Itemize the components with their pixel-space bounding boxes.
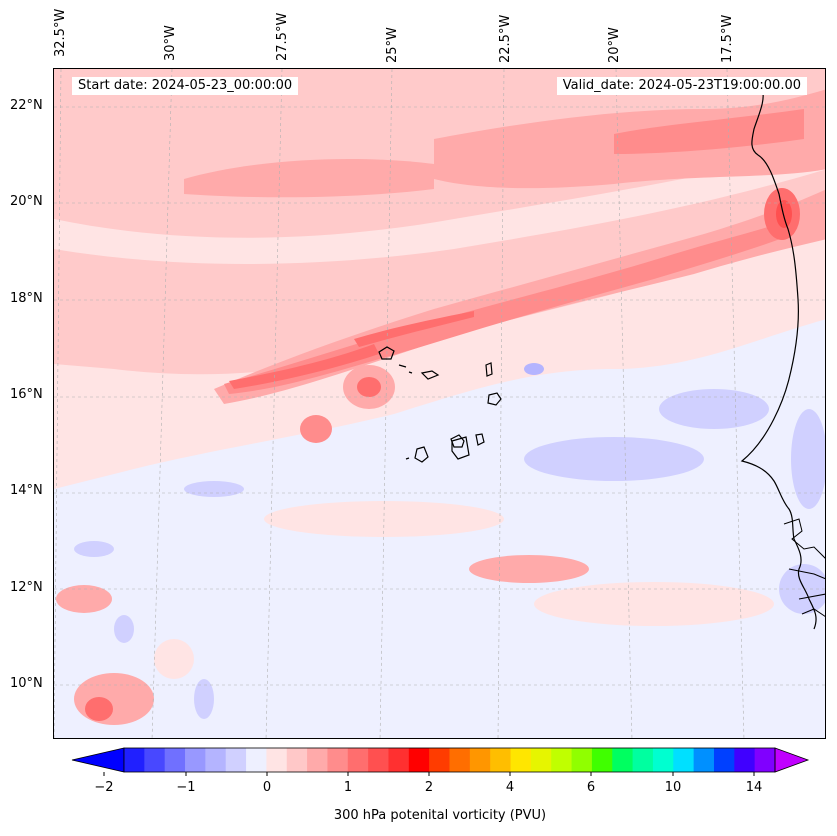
colorbar-tick-6: 6 <box>586 780 596 795</box>
start-date-label: Start date: 2024-05-23_00:00:00 <box>72 77 299 95</box>
colorbar-cell <box>368 748 389 772</box>
lat-label-10n: 10°N <box>10 676 43 691</box>
neg-pv-8 <box>194 679 214 719</box>
colorbar-cell <box>530 748 552 772</box>
lat-label-20n: 20°N <box>10 194 43 209</box>
pv-blob-5-core <box>85 697 113 721</box>
cape-verde-islands <box>378 346 502 463</box>
colorbar-cell <box>469 748 491 772</box>
colorbar-tick-14: 14 <box>745 780 763 795</box>
pv-blob-5 <box>74 673 154 725</box>
colorbar <box>71 747 810 776</box>
colorbar-tick-neg2: −2 <box>94 780 114 795</box>
colorbar-cell <box>205 748 227 772</box>
colorbar-cell <box>347 748 369 772</box>
colorbar-cell <box>591 748 613 772</box>
colorbar-cell <box>612 748 634 772</box>
colorbar-cell <box>429 748 450 772</box>
lon-label-30w: 30°W <box>163 25 178 61</box>
colorbar-cell <box>510 748 532 772</box>
field-light-streak <box>54 149 825 264</box>
colorbar-border <box>123 747 776 773</box>
neg-pv-5 <box>184 481 244 497</box>
colorbar-cell <box>388 748 410 772</box>
colorbar-cell <box>185 748 206 772</box>
colorbar-cell <box>673 748 695 772</box>
colorbar-cell <box>307 748 328 772</box>
neg-pv-6 <box>74 541 114 557</box>
colorbar-cell <box>164 748 186 772</box>
lat-label-12n: 12°N <box>10 580 43 595</box>
africa-coastline <box>740 88 817 630</box>
colorbar-cell <box>652 748 674 772</box>
colorbar-tick-4: 4 <box>505 780 515 795</box>
pv-blob-3 <box>469 555 589 583</box>
colorbar-cell <box>693 748 715 772</box>
colorbar-tick-10: 10 <box>664 780 682 795</box>
pv-blob-4 <box>56 585 112 613</box>
lat-label-14n: 14°N <box>10 483 43 498</box>
colorbar-cell <box>571 748 593 772</box>
colorbar-cell <box>449 748 471 772</box>
colorbar-cell <box>225 748 247 772</box>
colorbar-cell <box>144 748 166 772</box>
colorbar-cell <box>490 748 512 772</box>
map-panel <box>53 68 826 739</box>
neg-pv-1 <box>524 437 704 481</box>
valid-date-label: Valid_date: 2024-05-23T19:00:00.00 <box>556 77 807 95</box>
colorbar-cell <box>734 748 756 772</box>
lon-label-20w: 20°W <box>607 27 622 63</box>
colorbar-tick-0: 0 <box>262 780 272 795</box>
neg-pv-3 <box>791 409 825 509</box>
colorbar-extend-min <box>71 747 125 773</box>
lat-label-22n: 22°N <box>10 98 43 113</box>
jet-streak-core <box>229 344 379 389</box>
colorbar-tick-1: 1 <box>343 780 353 795</box>
neg-pv-4 <box>779 564 825 614</box>
colorbar-cell <box>408 748 430 772</box>
colorbar-cell <box>286 748 308 772</box>
colorbar-cell <box>124 748 145 772</box>
senegal-coast-detail <box>783 518 825 617</box>
field-salmon-top2 <box>184 159 434 198</box>
colorbar-label: 300 hPa potenital vorticity (PVU) <box>333 808 547 823</box>
colorbar-cell <box>632 748 654 772</box>
lon-label-17-5w: 17.5°W <box>720 14 735 63</box>
colorbar-cell <box>246 748 267 772</box>
lat-label-18n: 18°N <box>10 291 43 306</box>
jet-streak-core2 <box>354 311 474 347</box>
colorbar-cell <box>266 748 288 772</box>
colorbar-extend-max <box>774 747 810 773</box>
lon-label-25w: 25°W <box>385 27 400 63</box>
colorbar-tick-2: 2 <box>424 780 434 795</box>
pv-blob-2 <box>300 415 332 443</box>
neg-pv-2 <box>659 389 769 429</box>
graticule <box>54 69 825 738</box>
pv-blob-7 <box>534 582 774 626</box>
colorbar-cell <box>551 748 573 772</box>
pv-blob-6 <box>154 639 194 679</box>
potential-vorticity-map <box>54 69 825 738</box>
colorbar-tick-neg1: −1 <box>176 780 196 795</box>
colorbar-cell <box>754 748 776 772</box>
neg-pv-9 <box>524 363 544 375</box>
colorbar-cell <box>327 748 349 772</box>
colorbar-ticks <box>103 772 755 776</box>
pv-blob-1-core <box>357 377 381 397</box>
neg-pv-7 <box>114 615 134 643</box>
lat-label-16n: 16°N <box>10 387 43 402</box>
lon-label-32-5w: 32.5°W <box>53 8 68 57</box>
lon-label-22-5w: 22.5°W <box>498 14 513 63</box>
lon-label-27-5w: 27.5°W <box>275 12 290 61</box>
colorbar-cell <box>713 748 735 772</box>
